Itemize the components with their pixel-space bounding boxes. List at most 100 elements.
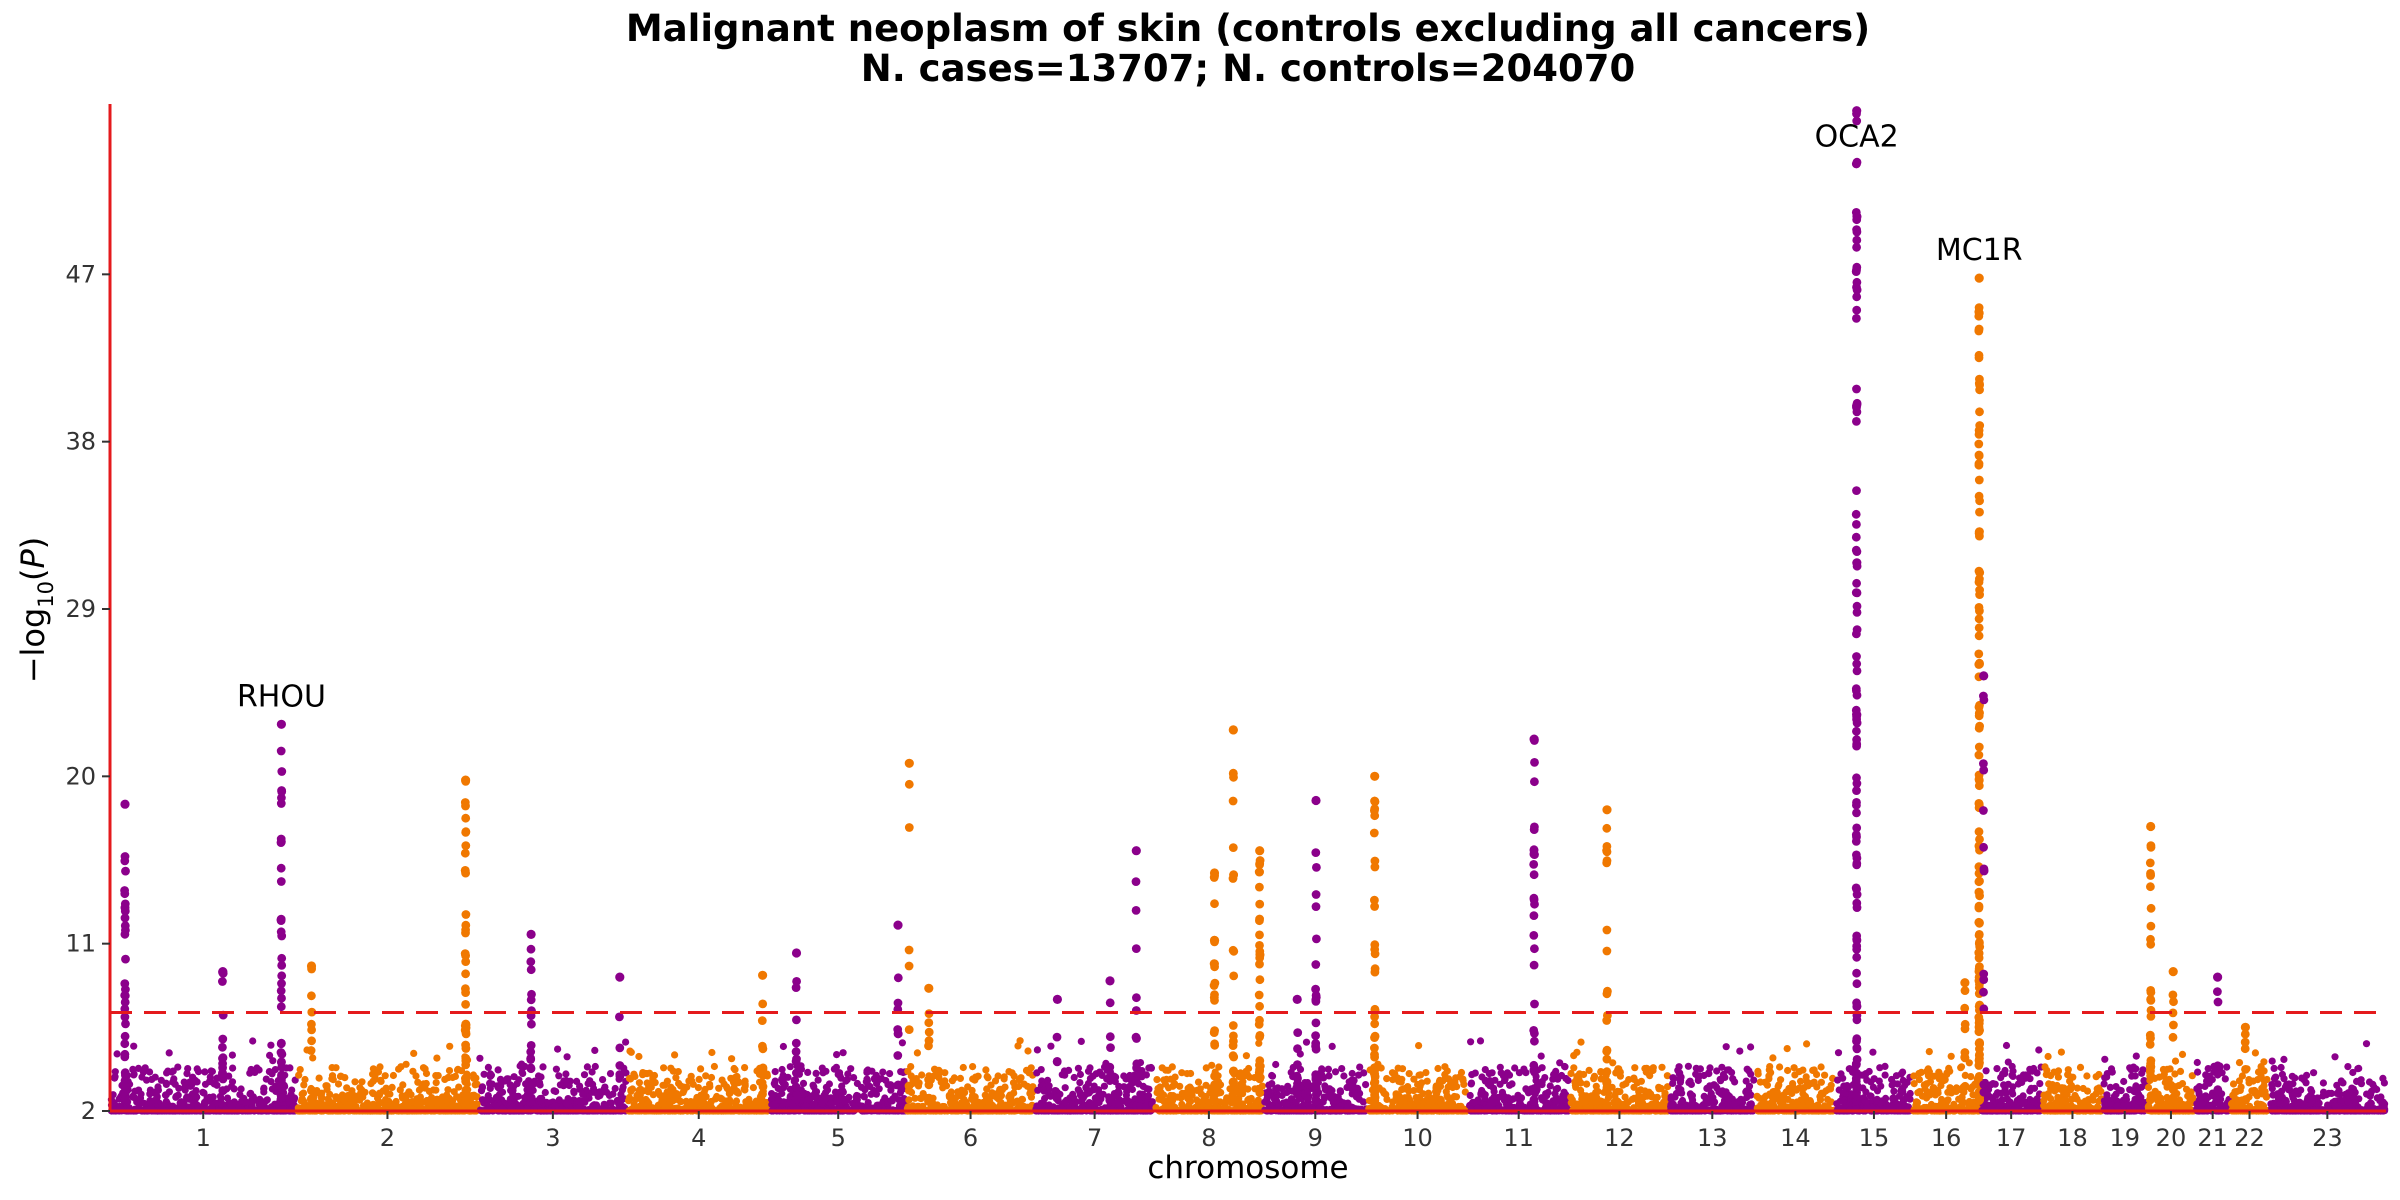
peak-chr15-28 bbox=[1851, 106, 1862, 1106]
y-tick-label: 11 bbox=[65, 930, 96, 958]
x-tick-label-chr1: 1 bbox=[196, 1124, 211, 1152]
peak-top-point bbox=[1131, 846, 1141, 856]
peak-chr5-35 bbox=[791, 948, 802, 1104]
peak-chr17-5 bbox=[1979, 671, 1989, 1097]
peak-top-point bbox=[526, 929, 536, 940]
peak-chr12-50 bbox=[1602, 805, 1612, 1093]
peak-chr5-170 bbox=[893, 920, 903, 1090]
x-tick-label-chr16: 16 bbox=[1931, 1124, 1962, 1152]
chromosome-17-points bbox=[1978, 1041, 2045, 1115]
x-tick-label-chr22: 22 bbox=[2234, 1124, 2265, 1152]
peak-top-point bbox=[1529, 734, 1539, 744]
chromosome-16-points bbox=[1910, 1048, 1983, 1115]
peak-chr2-225 bbox=[460, 775, 471, 1106]
peak-top-point bbox=[1292, 994, 1302, 1005]
peak-chr6-4 bbox=[904, 758, 914, 1091]
y-axis-ticks: 2 11 20 29 38 47 bbox=[65, 260, 110, 1125]
peak-top-point bbox=[2213, 972, 2223, 982]
peak-chr3-70 bbox=[526, 929, 536, 1106]
chromosome-19-points bbox=[2100, 1052, 2149, 1115]
chromosome-6-points bbox=[903, 1037, 1037, 1115]
peak-top-point bbox=[791, 948, 802, 958]
peak-top-point bbox=[2168, 967, 2178, 977]
peak-top-point bbox=[120, 799, 130, 809]
chromosome-13-points bbox=[1667, 1043, 1758, 1115]
peak-top-point bbox=[2240, 1022, 2250, 1032]
chromosome-15-points bbox=[1833, 1048, 1914, 1115]
x-tick-label-chr8: 8 bbox=[1201, 1124, 1216, 1152]
x-tick-label-chr3: 3 bbox=[545, 1124, 560, 1152]
chromosome-21-points bbox=[2193, 1058, 2233, 1115]
peak-chr1-228 bbox=[276, 719, 287, 1106]
peak-top-point bbox=[218, 967, 228, 977]
chromosome-11-points bbox=[1466, 1037, 1572, 1115]
peak-top-point bbox=[1311, 795, 1321, 806]
peak-top-point bbox=[924, 983, 934, 993]
peak-top-point bbox=[461, 775, 471, 785]
peak-chr8-140 bbox=[1254, 846, 1265, 1098]
chart-title: Malignant neoplasm of skin (controls exc… bbox=[626, 7, 1870, 50]
chromosome-14-points bbox=[1753, 1040, 1838, 1115]
peak-top-point bbox=[1209, 868, 1220, 878]
peak-top-point bbox=[758, 970, 768, 980]
peak-top-point bbox=[1979, 671, 1989, 681]
chromosome-23-points bbox=[2267, 1040, 2389, 1115]
peak-chr22-20 bbox=[2240, 1022, 2251, 1105]
peak-chr1-20 bbox=[120, 799, 130, 1106]
peak-top-point bbox=[276, 719, 286, 729]
peak-chr9-45 bbox=[1292, 994, 1303, 1099]
chromosome-12-points bbox=[1567, 1038, 1672, 1115]
x-tick-label-chr15: 15 bbox=[1859, 1124, 1890, 1152]
x-axis-ticks: 1 2 3 4 5 6 7 8 9 10 11 12 13 14 15 16 17 18 19 20 21 22 23 bbox=[196, 1111, 2343, 1152]
peak-chr8-105 bbox=[1228, 725, 1239, 1104]
chromosome-10-points bbox=[1365, 1042, 1471, 1115]
chromosome-4-points bbox=[625, 1047, 773, 1115]
x-tick-label-chr7: 7 bbox=[1087, 1124, 1102, 1152]
x-tick-label-chr9: 9 bbox=[1308, 1124, 1323, 1152]
peak-chr21-30 bbox=[2212, 972, 2223, 1096]
y-tick-label: 20 bbox=[65, 762, 96, 790]
y-tick-label: 38 bbox=[65, 428, 96, 456]
y-tick-label: 29 bbox=[65, 595, 96, 623]
x-tick-label-chr17: 17 bbox=[1996, 1124, 2027, 1152]
peak-top-point bbox=[904, 758, 914, 768]
peak-chr20-35 bbox=[2168, 967, 2178, 1105]
peak-chr16-70 bbox=[1960, 978, 1970, 1091]
peak-top-point bbox=[1228, 725, 1238, 735]
chromosome-1-points bbox=[107, 1037, 299, 1115]
chromosome-8-points bbox=[1152, 1039, 1266, 1115]
peak-chr9-70 bbox=[1311, 795, 1321, 1107]
peak-chr1-150 bbox=[218, 967, 228, 1096]
peak-top-point bbox=[1974, 273, 1984, 283]
peak-top-point bbox=[1370, 771, 1380, 781]
x-tick-label-chr20: 20 bbox=[2156, 1124, 2187, 1152]
peak-top-point bbox=[1052, 994, 1062, 1005]
x-tick-label-chr19: 19 bbox=[2109, 1124, 2140, 1152]
peak-chr7-135 bbox=[1131, 846, 1142, 1085]
x-tick-label-chr10: 10 bbox=[1402, 1124, 1433, 1152]
peak-chr11-88 bbox=[1529, 734, 1539, 1106]
x-tick-label-chr18: 18 bbox=[2057, 1124, 2088, 1152]
x-tick-label-chr12: 12 bbox=[1604, 1124, 1635, 1152]
chromosome-22-points bbox=[2228, 1049, 2271, 1115]
peak-chr2-20 bbox=[306, 961, 317, 1105]
peak-chr7-30 bbox=[1052, 994, 1062, 1103]
x-tick-label-chr4: 4 bbox=[691, 1124, 706, 1152]
peak-top-point bbox=[1852, 106, 1862, 116]
chromosome-5-points bbox=[767, 1039, 909, 1115]
peak-top-point bbox=[306, 961, 317, 971]
gene-annotations: RHOU OCA2 MC1R bbox=[237, 120, 2023, 715]
y-tick-label: 2 bbox=[81, 1097, 96, 1125]
peak-top-point bbox=[1960, 978, 1970, 988]
peak-chr8-80 bbox=[1209, 868, 1220, 1105]
peak-chr6-30 bbox=[924, 983, 934, 1106]
peak-chr4-180 bbox=[757, 970, 768, 1099]
chromosome-18-points bbox=[2040, 1048, 2105, 1115]
peak-points bbox=[120, 106, 2251, 1107]
chromosome-2-points bbox=[294, 1042, 481, 1115]
y-tick-label: 47 bbox=[65, 260, 96, 288]
x-tick-label-chr13: 13 bbox=[1697, 1124, 1728, 1152]
x-axis-label: chromosome bbox=[1147, 1150, 1348, 1186]
peak-top-point bbox=[615, 972, 625, 982]
